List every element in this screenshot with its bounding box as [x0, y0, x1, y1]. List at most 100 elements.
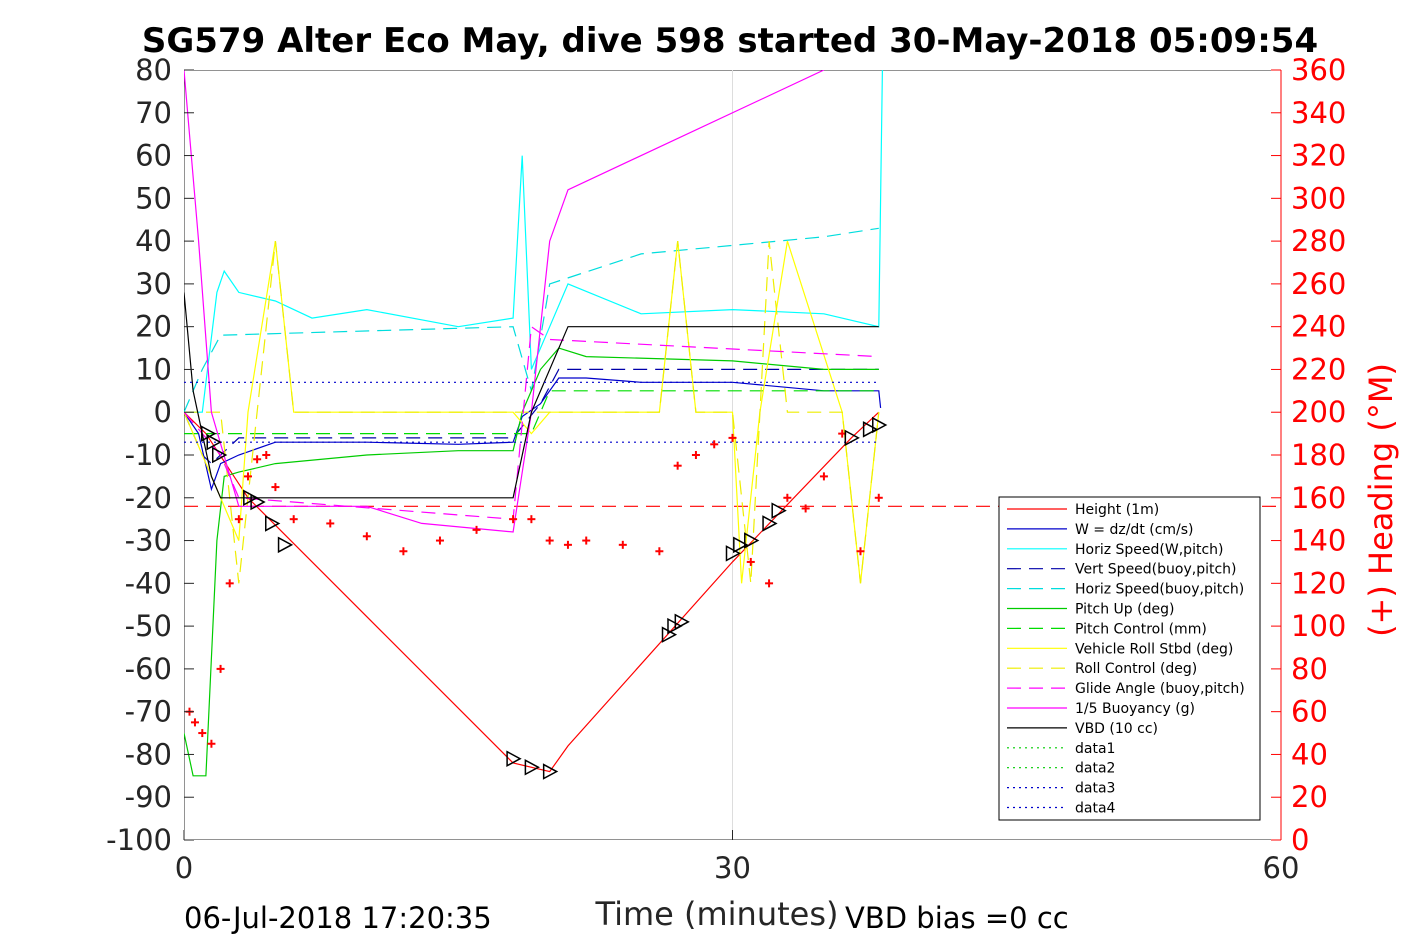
legend-label: Roll Control (deg) [1075, 661, 1197, 677]
legend-label: W = dz/dt (cm/s) [1075, 522, 1194, 538]
heading-marker [801, 504, 810, 513]
heading-marker [527, 515, 536, 524]
y-left-tick-label: -90 [125, 780, 172, 814]
legend-label: Vert Speed(buoy,pitch) [1075, 562, 1237, 578]
series-line-8 [184, 241, 880, 584]
y-left-tick-label: -70 [125, 695, 172, 729]
heading-marker [253, 455, 262, 464]
plot-clip-group [184, 70, 1281, 840]
y-left-tick-label: 0 [154, 395, 172, 429]
y-left-tick-label: 20 [135, 310, 172, 344]
y-right-tick-label: 260 [1291, 267, 1346, 301]
footer-timestamp: 06-Jul-2018 17:20:35 [184, 901, 492, 935]
y-left-tick-label: -100 [106, 823, 172, 857]
heading-marker [198, 729, 207, 738]
triangle-marker [862, 421, 879, 438]
legend-label: Vehicle Roll Stbd (deg) [1075, 641, 1233, 657]
heading-marker [362, 532, 371, 541]
legend-label: Glide Angle (buoy,pitch) [1075, 681, 1245, 697]
y-right-tick-label: 40 [1291, 737, 1328, 771]
y-right-tick-label: 320 [1291, 139, 1346, 173]
legend-label: data3 [1075, 781, 1115, 797]
y-right-tick-label: 200 [1291, 395, 1346, 429]
legend-label: Horiz Speed(W,pitch) [1075, 542, 1223, 558]
legend-label: data4 [1075, 801, 1116, 817]
heading-marker [243, 472, 252, 481]
heading-marker [216, 664, 225, 673]
y-right-tick-label: 60 [1291, 695, 1328, 729]
heading-marker [819, 472, 828, 481]
heading-marker [289, 515, 298, 524]
y-left-tick-label: 30 [135, 267, 172, 301]
heading-marker [435, 536, 444, 545]
legend: Height (1m) W = dz/dt (cm/s) Horiz Speed(W… [998, 496, 1261, 821]
heading-marker [190, 718, 199, 727]
legend-label: Pitch Up (deg) [1075, 602, 1174, 618]
legend-label: data2 [1075, 761, 1115, 777]
y-right-tick-label: 280 [1291, 224, 1346, 258]
triangle-marker [201, 425, 217, 442]
legend-label: data1 [1075, 741, 1115, 757]
heading-marker [655, 547, 664, 556]
triangle-marker [667, 617, 683, 635]
triangle-marker [771, 502, 787, 519]
y-left-tick-label: 60 [135, 139, 172, 173]
y-left-tick-label: -20 [125, 481, 172, 515]
heading-marker [399, 547, 408, 556]
y-right-tick-label: 0 [1291, 823, 1309, 857]
heading-marker [874, 493, 883, 502]
legend-box [998, 496, 1261, 821]
heading-marker [783, 493, 792, 502]
heading-marker [765, 579, 774, 588]
heading-marker [673, 461, 682, 470]
triangle-marker [844, 429, 860, 447]
heading-marker [618, 540, 627, 549]
heading-marker [728, 433, 737, 442]
heading-marker [326, 519, 335, 528]
legend-label: Pitch Control (mm) [1075, 621, 1207, 637]
triangle-marker [542, 763, 559, 780]
y-right-tick-label: 140 [1291, 524, 1346, 558]
heading-marker [262, 451, 271, 459]
y-right-tick-label: 240 [1291, 310, 1346, 344]
x-tick-label: 30 [714, 851, 751, 885]
y-left-tick-label: 70 [135, 96, 172, 130]
heading-marker [582, 536, 591, 545]
triangle-marker [265, 515, 281, 532]
y-right-tick-label: 120 [1291, 566, 1346, 600]
y-left-tick-label: -60 [125, 652, 172, 686]
heading-marker [691, 451, 700, 459]
heading-marker [271, 483, 280, 492]
y-right-tick-label: 20 [1291, 780, 1328, 814]
series-line-2 [184, 70, 883, 413]
y-right-tick-label: 340 [1291, 96, 1346, 130]
triangle-marker [744, 532, 760, 549]
y-right-tick-label: 300 [1291, 181, 1346, 215]
heading-marker [856, 547, 865, 556]
y-left-tick-label: -50 [125, 609, 172, 643]
y-right-tick-label: 180 [1291, 438, 1346, 472]
triangle-marker [674, 613, 690, 631]
heading-marker [472, 525, 481, 534]
triangle-marker [733, 536, 749, 554]
y-left-tick-label: -10 [125, 438, 172, 472]
heading-marker [509, 515, 518, 524]
triangle-marker [206, 433, 222, 451]
series-line-10 [184, 70, 825, 533]
legend-label: 1/5 Buoyancy (g) [1075, 701, 1195, 717]
heading-marker [746, 557, 755, 566]
heading-marker [545, 536, 554, 545]
chart-title: SG579 Alter Eco May, dive 598 started 30… [142, 21, 1318, 61]
triangle-marker [725, 545, 742, 562]
legend-label: VBD (10 cc) [1075, 721, 1158, 737]
y-right-tick-label: 220 [1291, 352, 1346, 386]
triangle-marker [243, 489, 259, 507]
y-left-tick-label: -30 [125, 524, 172, 558]
triangle-marker [661, 626, 678, 643]
x-tick-label: 0 [175, 851, 193, 885]
triangle-marker [872, 416, 888, 434]
x-tick-label: 60 [1263, 851, 1300, 885]
y-left-tick-label: -80 [125, 737, 172, 771]
heading-marker [563, 540, 572, 549]
